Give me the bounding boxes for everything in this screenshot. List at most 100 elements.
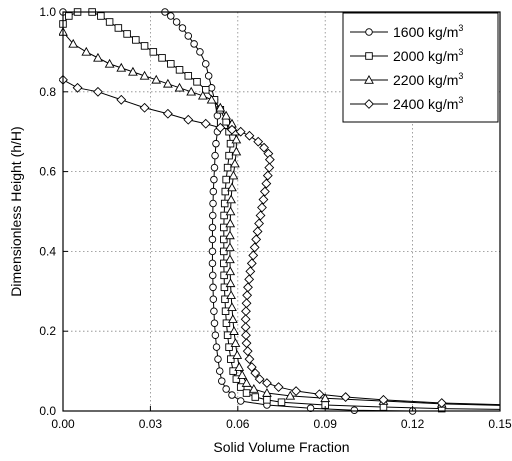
data-point-square	[223, 163, 232, 172]
data-point-diamond	[264, 162, 275, 173]
data-point-square	[184, 72, 193, 80]
data-point-triangle	[225, 278, 236, 288]
data-point-circle	[208, 223, 217, 232]
data-point-circle	[208, 259, 217, 268]
legend-label-text: 2200 kg/m	[393, 72, 458, 88]
data-point-triangle	[226, 290, 236, 300]
data-point-circle	[210, 307, 218, 316]
data-point-diamond	[257, 202, 267, 213]
data-point-square	[193, 78, 201, 86]
data-point-square	[221, 295, 229, 304]
data-point-square	[132, 36, 140, 44]
data-point-diamond	[116, 94, 127, 105]
data-point-diamond	[259, 142, 269, 153]
data-point-triangle	[81, 46, 92, 56]
legend-item: 2400 kg/m3	[350, 95, 463, 112]
data-point-square	[220, 247, 228, 256]
data-point-triangle	[237, 370, 248, 379]
data-point-triangle	[225, 254, 235, 264]
data-point-circle	[209, 187, 218, 196]
data-point-diamond	[244, 354, 255, 365]
data-point-circle	[236, 397, 245, 405]
data-point-square	[236, 383, 245, 391]
data-point-square	[97, 12, 105, 20]
legend-marker-square	[365, 52, 373, 60]
data-point-circle	[210, 163, 219, 172]
data-point-diamond	[378, 394, 389, 405]
data-point-square	[227, 355, 235, 363]
data-point-square	[220, 283, 229, 292]
data-point-circle	[214, 355, 222, 363]
legend-label-superscript: 3	[458, 23, 463, 33]
data-point-circle	[209, 295, 218, 304]
data-point-diamond	[273, 382, 284, 392]
data-point-diamond	[436, 398, 447, 408]
data-point-square	[140, 42, 149, 50]
data-point-triangle	[227, 302, 237, 312]
data-point-triangle	[231, 146, 242, 156]
data-point-diamond	[200, 118, 211, 129]
data-point-square	[242, 389, 251, 397]
legend-label-text: 2400 kg/m	[393, 96, 458, 112]
data-point-triangle	[228, 170, 239, 180]
data-point-diamond	[248, 250, 259, 261]
y-tick-label: 0.4	[39, 244, 56, 258]
data-point-diamond	[72, 82, 83, 93]
data-point-diamond	[215, 122, 226, 133]
data-point-triangle	[68, 38, 79, 48]
data-point-square	[202, 86, 210, 94]
data-point-triangle	[225, 230, 235, 240]
x-tick-label: 0.00	[51, 417, 75, 431]
data-point-diamond	[291, 386, 301, 396]
data-point-triangle	[225, 218, 236, 228]
data-point-triangle	[227, 314, 238, 323]
data-point-square	[232, 375, 241, 383]
data-point-square	[105, 18, 114, 26]
data-point-circle	[215, 367, 224, 375]
data-point-circle	[208, 247, 217, 256]
data-point-diamond	[246, 362, 257, 373]
y-tick-label: 1.0	[39, 5, 56, 19]
data-point-triangle	[262, 387, 272, 397]
data-point-triangle	[206, 94, 217, 104]
data-point-circle	[178, 24, 187, 32]
legend-label-text: 2000 kg/m	[393, 48, 458, 64]
data-point-square	[220, 223, 228, 232]
data-point-circle	[208, 271, 217, 280]
data-point-triangle	[225, 266, 236, 276]
data-point-circle	[212, 343, 221, 351]
y-axis-title: Dimensionless Height (h/H)	[8, 126, 24, 296]
data-point-circle	[211, 331, 220, 339]
legend-label: 2400 kg/m3	[393, 95, 463, 112]
data-point-circle	[202, 60, 210, 68]
data-point-square	[220, 199, 229, 208]
data-point-triangle	[174, 82, 185, 92]
data-point-square	[114, 24, 123, 32]
data-point-circle	[210, 175, 218, 184]
data-point-triangle	[229, 158, 240, 168]
data-point-triangle	[162, 78, 173, 88]
x-tick-label: 0.12	[401, 417, 425, 431]
x-axis-title: Solid Volume Fraction	[213, 439, 349, 455]
data-point-diamond	[254, 374, 265, 385]
data-point-square	[226, 139, 235, 148]
data-point-square	[229, 367, 237, 375]
data-point-diamond	[235, 126, 246, 137]
legend-label: 2200 kg/m3	[393, 71, 463, 88]
data-point-diamond	[340, 392, 351, 402]
data-point-circle	[222, 385, 230, 393]
data-point-triangle	[93, 52, 103, 62]
data-point-triangle	[197, 90, 208, 100]
legend-item: 2200 kg/m3	[350, 71, 463, 88]
data-point-triangle	[230, 338, 241, 347]
data-point-diamond	[254, 218, 264, 229]
x-tick-label: 0.15	[488, 417, 512, 431]
data-point-diamond	[250, 368, 261, 379]
data-point-circle	[210, 319, 219, 327]
data-point-triangle	[231, 134, 242, 144]
data-point-circle	[211, 151, 219, 160]
data-point-diamond	[246, 258, 257, 269]
data-point-square	[221, 187, 230, 196]
